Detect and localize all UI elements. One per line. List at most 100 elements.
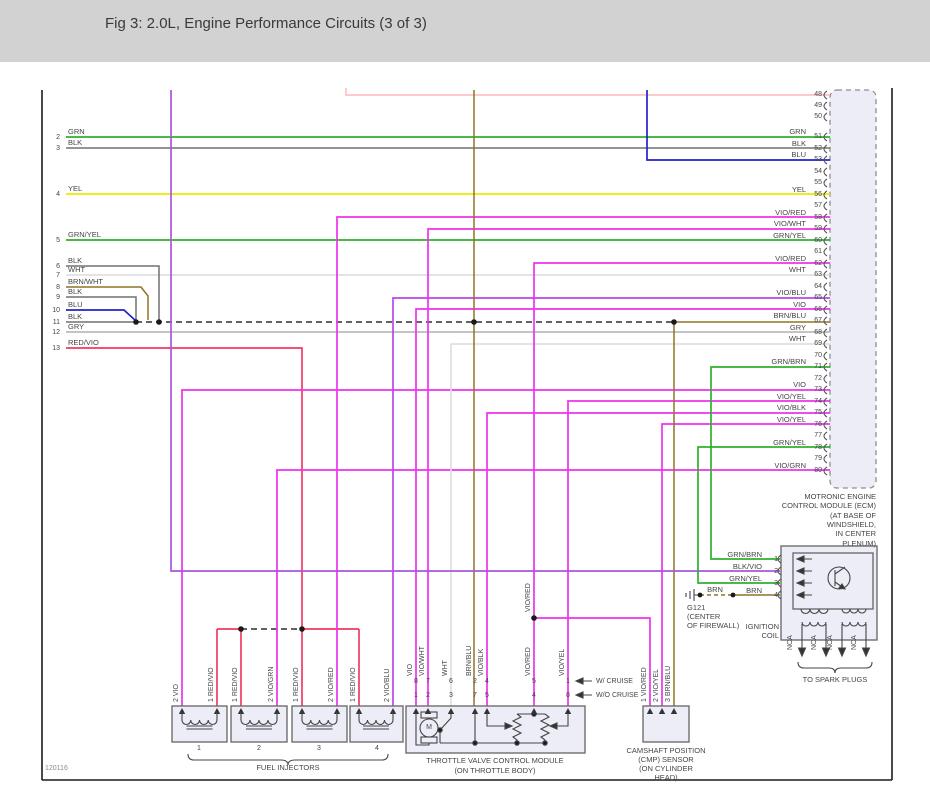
diagram-code: 120116 [45, 765, 68, 772]
transistor-icon [827, 566, 851, 590]
motor-label: M [426, 724, 432, 731]
left-wire-label: RED/VIO [68, 338, 99, 347]
injector-number: 1 [197, 745, 201, 752]
tvcm-pin-number-without-cruise: 1 [414, 692, 418, 699]
wire-entry-arrow-icon [471, 708, 479, 714]
wire-entry-arrow-icon [389, 708, 397, 714]
ecm-pin-clip-icon [823, 247, 828, 257]
ecm-wire-label: VIO [793, 380, 806, 389]
left-pin-number: 4 [56, 191, 60, 198]
cmp-name: HEAD) [654, 773, 678, 782]
coil-pin-clip-icon [777, 566, 782, 576]
ecm-pin-clip-icon [823, 155, 828, 165]
ecm-name: CONTROL MODULE (ECM) [781, 501, 876, 511]
tvcm-pin-number-without-cruise: 7 [473, 692, 477, 699]
coil-pin-clip-icon [777, 578, 782, 588]
ecm-pin-clip-icon [823, 293, 828, 303]
ecm-name: MOTRONIC ENGINE [804, 492, 876, 501]
ecm-pin-clip-icon [823, 316, 828, 326]
left-wire-label: BRN/WHT [68, 277, 103, 286]
coil-wire-label: BRN [746, 586, 762, 595]
ecm-pin-number: 74 [814, 398, 822, 405]
injector-pin-label: 2 VIO/BLU [384, 668, 391, 702]
ecm-pin-number: 64 [814, 283, 822, 290]
ecm-pin-clip-icon [823, 385, 828, 395]
injector-pin-label: 1 RED/VIO [350, 667, 357, 702]
wire-entry-arrow-icon [447, 708, 455, 714]
ignition-coil-internal-schematic [795, 555, 873, 674]
ecm-pin-clip-icon [823, 132, 828, 142]
coil-wire-label: GRN/BRN [727, 550, 762, 559]
tvcm-pin-number-without-cruise: 8 [566, 692, 570, 699]
ecm-pin-number: 69 [814, 340, 822, 347]
ecm-wire-label: VIO/BLK [776, 403, 806, 412]
ecm-wire-label: WHT [788, 334, 806, 343]
left-pin-number: 8 [56, 284, 60, 291]
ecm-wire-label: BRN/BLU [773, 311, 806, 320]
ecm-wire-label: VIO/GRN [774, 461, 806, 470]
tvcm-pin-number-with-cruise: 2 [473, 678, 477, 685]
ecm-name: IN CENTER [835, 529, 876, 539]
spark-plugs-caption: TO SPARK PLUGS [802, 675, 868, 684]
wire-entry-arrow-icon [424, 708, 432, 714]
ecm-pin-number: 68 [814, 329, 822, 336]
ecm-pin-clip-icon [823, 328, 828, 338]
tvcm-name: (ON THROTTLE BODY) [454, 766, 536, 775]
ecm-pin-number: 75 [814, 409, 822, 416]
ecm-pin-clip-icon [823, 466, 828, 476]
ecm-pin-clip-icon [823, 178, 828, 188]
ecm-pin-number: 79 [814, 455, 822, 462]
ecm-wire-label: VIO/BLU [776, 288, 806, 297]
wire-entry-arrow-icon [658, 708, 666, 714]
ignition-coil-name: IGNITION [745, 622, 779, 631]
left-wire-label: BLU [68, 300, 83, 309]
spark-output-label: NCA [811, 635, 818, 650]
cruise-note-bottom: W/O CRUISE [596, 692, 639, 699]
ecm-pin-clip-icon [823, 374, 828, 384]
junction-dots [133, 319, 736, 632]
injector-number: 2 [257, 745, 261, 752]
ecm-name: WINDSHIELD, [826, 519, 876, 529]
ecm-pin-number: 71 [814, 363, 822, 370]
ecm-pin-number: 61 [814, 248, 822, 255]
injector-pin-label: 1 RED/VIO [293, 667, 300, 702]
ecm-pin-clip-icon [823, 408, 828, 418]
ecm-pin-clip-icon [823, 112, 828, 122]
left-pin-number: 13 [52, 345, 60, 352]
ecm-wire-label: GRN/YEL [773, 438, 806, 447]
ecm-pin-number: 57 [814, 202, 822, 209]
ecm-pin-clip-icon [823, 420, 828, 430]
ecm-pin-number: 50 [814, 113, 822, 120]
ecm-pin-number: 72 [814, 375, 822, 382]
ecm-pin-clip-icon [823, 213, 828, 223]
coil-winding-icon [801, 621, 827, 627]
left-wire-label: BLK [68, 312, 83, 321]
ecm-wire-label: GRY [789, 323, 806, 332]
left-pin-number: 7 [56, 272, 60, 279]
cruise-variant-arrows [574, 677, 592, 699]
ecm-pin-number: 66 [814, 306, 822, 313]
left-wire-label: WHT [68, 265, 86, 274]
left-pin-number: 5 [56, 237, 60, 244]
wire-entry-arrow-icon [213, 708, 221, 714]
ground-name: G121 [687, 603, 706, 612]
tvcm-pin-number-with-cruise: 8 [414, 678, 418, 685]
ecm-pin-number: 65 [814, 294, 822, 301]
coil-wire-label: BLK/VIO [732, 562, 762, 571]
ecm-pin-number: 48 [814, 91, 822, 98]
left-wire-label: BLK [68, 256, 83, 265]
ecm-pin-clip-icon [823, 190, 828, 200]
ecm-wire-label: VIO/RED [775, 254, 806, 263]
wire-entry-arrow-icon [483, 708, 491, 714]
tvcm-box [405, 705, 586, 754]
cmp-name: (CMP) SENSOR [638, 755, 694, 764]
ground-wire-label: BRN [707, 585, 723, 594]
ecm-pin-clip-icon [823, 339, 828, 349]
motor-icon [419, 718, 439, 738]
fuel-injectors-brace [187, 753, 389, 766]
left-wire-label: BLK [68, 287, 83, 296]
ignition-coil-name: COIL [761, 631, 779, 640]
ecm-pin-clip-icon [823, 144, 828, 154]
